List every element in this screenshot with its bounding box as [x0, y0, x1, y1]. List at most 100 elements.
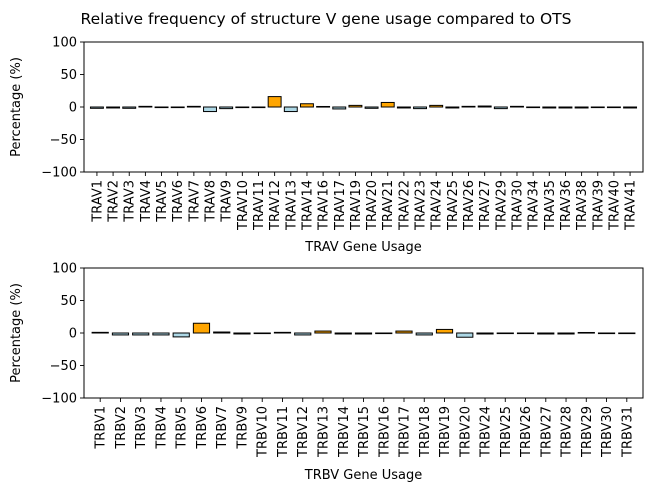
- x-tick-label: TRAV36: [559, 180, 574, 231]
- x-tick-label: TRBV19: [438, 406, 453, 458]
- bar-trav30: [510, 105, 524, 108]
- bar-trav38: [574, 106, 589, 109]
- bar-trbv4: [152, 332, 170, 336]
- x-tick-label: TRAV5: [155, 180, 170, 223]
- bar-trav36: [558, 106, 573, 109]
- bar-trbv30: [597, 332, 616, 335]
- bar-trav20: [364, 106, 379, 109]
- bar-trav22: [396, 106, 411, 109]
- bar-trbv6: [192, 322, 211, 334]
- bar-trbv16: [375, 332, 393, 335]
- bar-trav24: [429, 104, 444, 108]
- x-tick-label: TRAV39: [591, 180, 606, 231]
- y-axis-label: Percentage (%): [9, 283, 24, 383]
- bar-trav35: [542, 106, 557, 109]
- y-tick-label: −50: [50, 133, 77, 148]
- bar-trav9: [219, 106, 234, 110]
- x-tick-label: TRAV30: [510, 180, 525, 231]
- y-tick-label: 0: [69, 101, 77, 116]
- x-tick-label: TRAV41: [624, 180, 639, 231]
- x-tick-label: TRAV21: [381, 180, 396, 231]
- bar-trbv12: [294, 332, 312, 336]
- bar-trav19: [348, 104, 363, 108]
- x-tick-label: TRAV4: [139, 180, 154, 223]
- bar-trav11: [251, 106, 266, 109]
- x-tick-label: TRBV4: [154, 406, 169, 450]
- x-tick-label: TRAV19: [349, 180, 364, 231]
- y-tick-label: 0: [69, 327, 77, 342]
- x-tick-label: TRBV5: [175, 406, 190, 450]
- bar-trav10: [235, 106, 250, 109]
- bar-trbv3: [132, 332, 150, 336]
- bar-trav29: [493, 106, 508, 110]
- bar-trbv28: [557, 332, 575, 335]
- x-axis-label: TRBV Gene Usage: [304, 468, 422, 483]
- y-tick-label: 50: [60, 294, 77, 309]
- bar-trbv18: [415, 332, 433, 336]
- axes-frame: [83, 41, 644, 173]
- x-tick-label: TRBV10: [256, 406, 271, 458]
- x-tick-label: TRBV16: [377, 406, 392, 458]
- y-tick-label: −100: [41, 392, 77, 407]
- x-tick-label: TRAV9: [220, 180, 235, 223]
- x-tick-label: TRBV27: [539, 406, 554, 458]
- y-tick-label: −50: [50, 359, 77, 374]
- x-tick-label: TRAV20: [365, 180, 380, 231]
- y-tick-label: 100: [52, 36, 77, 51]
- x-tick-label: TRAV17: [333, 180, 348, 231]
- x-tick-label: TRBV13: [316, 406, 331, 458]
- x-tick-label: TRAV35: [543, 180, 558, 231]
- bar-trbv10: [253, 332, 271, 335]
- bar-trbv27: [537, 332, 555, 335]
- x-tick-label: TRAV13: [284, 180, 299, 231]
- x-tick-label: TRAV27: [478, 180, 493, 231]
- bar-trav12: [267, 96, 282, 108]
- bar-trbv31: [618, 332, 636, 335]
- y-tick-label: −100: [41, 166, 77, 181]
- bar-trav26: [461, 105, 476, 108]
- bar-trav14: [299, 103, 314, 108]
- x-tick-label: TRBV20: [458, 406, 473, 458]
- x-tick-label: TRAV23: [414, 180, 429, 231]
- x-tick-label: TRAV3: [123, 180, 138, 223]
- x-tick-label: TRAV12: [268, 180, 283, 231]
- x-tick-label: TRBV17: [398, 406, 413, 458]
- bar-trav16: [316, 105, 331, 108]
- y-tick-label: 100: [52, 262, 77, 277]
- x-tick-label: TRBV24: [479, 406, 494, 458]
- x-tick-label: TRAV26: [462, 180, 477, 231]
- x-tick-label: TRBV3: [134, 406, 149, 450]
- bar-trbv15: [354, 332, 373, 335]
- x-tick-label: TRBV9: [235, 406, 250, 450]
- x-tick-label: TRBV31: [620, 406, 635, 458]
- x-axis-label: TRAV Gene Usage: [304, 240, 421, 255]
- x-tick-label: TRAV16: [317, 180, 332, 231]
- x-tick-label: TRBV29: [580, 406, 595, 458]
- bar-trbv11: [273, 331, 292, 334]
- x-tick-label: TRAV7: [187, 180, 202, 223]
- x-tick-label: TRAV29: [494, 180, 509, 231]
- chart-panel-2: −100 −50 0 50 100 TRBV1 TRBV2 TRBV3 TRBV4 TRBV5 TR…: [9, 262, 644, 483]
- bar-trbv25: [496, 332, 514, 335]
- x-tick-label: TRAV6: [171, 180, 186, 223]
- bar-trav40: [606, 106, 621, 109]
- bar-trav1: [89, 106, 104, 109]
- x-tick-label: TRAV8: [204, 180, 219, 223]
- bar-trav27: [477, 105, 492, 108]
- x-tick-label: TRBV28: [560, 406, 575, 458]
- x-tick-label: TRAV25: [446, 180, 461, 231]
- bar-trav21: [380, 101, 395, 108]
- bar-trbv1: [91, 331, 109, 334]
- bar-trbv2: [111, 332, 130, 336]
- bar-trav17: [332, 106, 347, 110]
- bar-trav8: [203, 106, 217, 113]
- figure-title: Relative frequency of structure V gene u…: [81, 10, 572, 28]
- bar-trbv29: [577, 331, 595, 334]
- bar-trav5: [154, 106, 169, 109]
- x-tick-label: TRAV34: [527, 180, 542, 231]
- bar-trbv5: [172, 332, 190, 338]
- x-tick-label: TRAV2: [107, 180, 122, 223]
- bar-trav6: [170, 106, 185, 109]
